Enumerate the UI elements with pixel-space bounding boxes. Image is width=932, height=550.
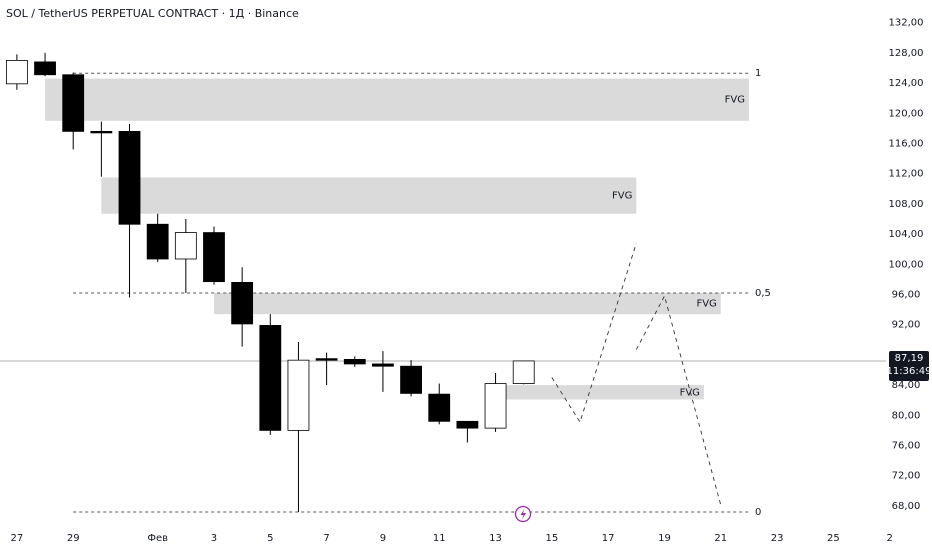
y-tick-label: 108,00 <box>889 199 924 210</box>
fvg-label: FVG <box>725 95 745 106</box>
candle-body <box>315 358 338 361</box>
projection-path <box>551 242 637 424</box>
candle-body <box>259 325 282 431</box>
candle-body <box>118 130 141 225</box>
candle-body <box>343 359 366 365</box>
y-tick-label: 72,00 <box>892 471 921 482</box>
fvg-zone <box>213 292 721 315</box>
fib-label: 0,5 <box>755 288 771 299</box>
fib-label: 0 <box>755 507 761 518</box>
candle-body <box>512 360 535 384</box>
candle-body <box>203 232 225 283</box>
y-tick-label: 68,00 <box>892 501 921 512</box>
candle-body <box>62 74 85 132</box>
candle-body <box>456 420 479 429</box>
fvg-label: FVG <box>612 191 632 202</box>
x-tick-label: 11 <box>433 533 446 544</box>
x-tick-label: 9 <box>380 533 386 544</box>
candle-body <box>287 359 310 431</box>
y-tick-label: 116,00 <box>889 138 924 149</box>
x-tick-label: 19 <box>658 533 671 544</box>
x-tick-label: 3 <box>211 533 217 544</box>
projection-path <box>635 294 722 506</box>
x-tick-label: 5 <box>267 533 273 544</box>
y-tick-label: 92,00 <box>892 320 921 331</box>
price-label-box <box>889 351 929 382</box>
x-tick-label: 17 <box>602 533 615 544</box>
x-tick-label: 7 <box>323 533 329 544</box>
fvg-zone <box>495 385 704 400</box>
candle-body <box>174 232 197 260</box>
y-tick-label: 104,00 <box>889 229 924 240</box>
y-tick-label: 76,00 <box>892 440 921 451</box>
y-tick-label: 124,00 <box>889 78 924 89</box>
y-tick-label: 96,00 <box>892 289 921 300</box>
fib-label: 1 <box>755 68 761 79</box>
y-tick-label: 128,00 <box>889 48 924 59</box>
candle-body <box>484 383 507 429</box>
y-tick-label: 112,00 <box>889 169 924 180</box>
x-tick-label: 2 <box>887 533 893 544</box>
chart-title: SOL / TetherUS PERPETUAL CONTRACT · 1Д ·… <box>6 7 299 20</box>
alert-icon <box>514 505 532 523</box>
x-tick-label: 21 <box>714 533 727 544</box>
y-tick-label: 132,00 <box>889 18 924 29</box>
candle-body <box>400 365 422 394</box>
candle-body <box>428 393 451 422</box>
candle-body <box>146 223 169 260</box>
candle-body <box>34 61 56 76</box>
y-tick-label: 120,00 <box>889 108 924 119</box>
x-tick-label: 13 <box>489 533 502 544</box>
y-tick-label: 84,00 <box>892 380 921 391</box>
fvg-zone <box>45 78 749 121</box>
x-tick-label: 27 <box>11 533 24 544</box>
fvg-zone <box>101 177 637 214</box>
x-tick-label: Фев <box>147 533 168 544</box>
fvg-label: FVG <box>680 387 700 398</box>
candle-body <box>5 60 28 85</box>
candle-body <box>231 281 254 325</box>
price-label: 87,19 <box>895 353 924 364</box>
y-tick-label: 100,00 <box>889 259 924 270</box>
candle-body <box>372 363 394 367</box>
x-tick-label: 29 <box>67 533 80 544</box>
fvg-label: FVG <box>696 299 716 310</box>
x-tick-label: 25 <box>827 533 840 544</box>
x-tick-label: 15 <box>545 533 558 544</box>
x-tick-label: 23 <box>771 533 784 544</box>
timer-label: 11:36:49 <box>887 366 932 377</box>
candle-body <box>90 130 113 134</box>
y-tick-label: 80,00 <box>892 410 921 421</box>
